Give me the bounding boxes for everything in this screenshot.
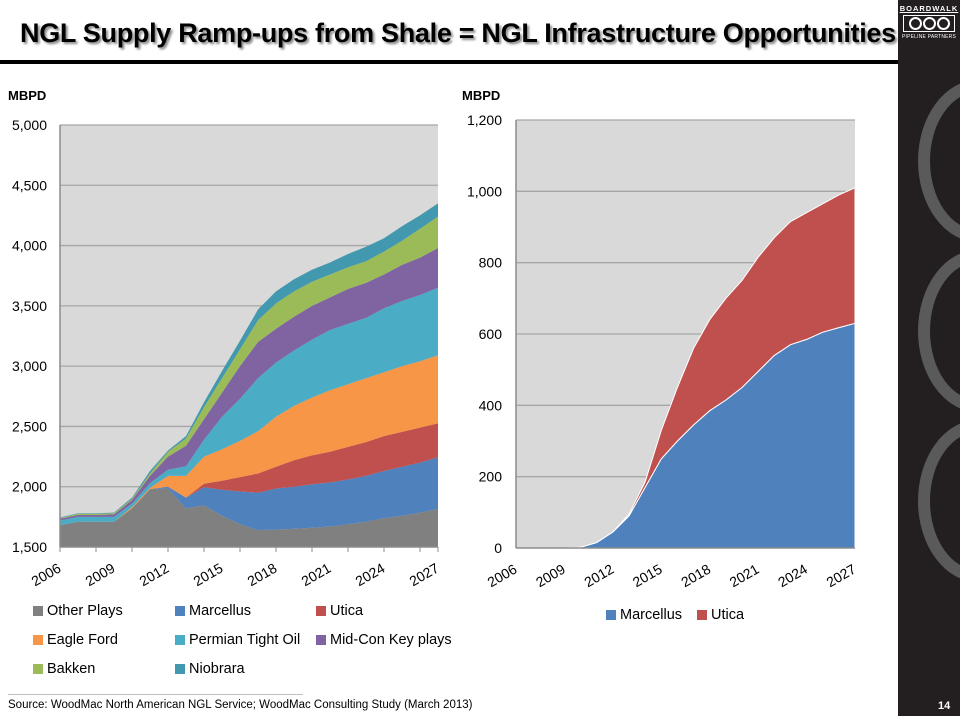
y-tick-label: 1,000 (467, 183, 502, 199)
y-tick-label: 800 (479, 255, 503, 271)
y-axis-unit-label: MBPD (462, 88, 500, 103)
legend-item-other-plays: Other Plays (33, 603, 123, 619)
area-eagle-ford (60, 355, 438, 526)
legend-label: Utica (711, 607, 745, 623)
legend-swatch (316, 635, 326, 645)
legend-label: Other Plays (47, 603, 123, 619)
x-tick-label: 2006 (485, 561, 520, 591)
legend-item-utica: Utica (697, 607, 744, 623)
legend-swatch (175, 664, 185, 674)
y-tick-label: 3,500 (12, 298, 47, 314)
legend-swatch (33, 606, 43, 616)
x-tick-label: 2027 (407, 560, 442, 590)
legend-label: Marcellus (620, 607, 683, 623)
x-tick-label: 2024 (353, 560, 388, 590)
x-tick-label: 2021 (727, 561, 762, 591)
legend-swatch (175, 606, 185, 616)
x-tick-label: 2006 (29, 560, 64, 590)
legend-swatch (33, 664, 43, 674)
legend-label: Mid-Con Key plays (330, 632, 452, 648)
legend-label: Bakken (47, 661, 96, 677)
y-tick-label: 1,500 (12, 539, 47, 555)
legend-label: Eagle Ford (47, 632, 118, 648)
x-tick-label: 2009 (83, 560, 118, 590)
slide-title: NGL Supply Ramp-ups from Shale = NGL Inf… (20, 18, 896, 48)
legend-label: Niobrara (189, 661, 245, 677)
legend-item-marcellus: Marcellus (606, 607, 682, 623)
legend-item-eagle-ford: Eagle Ford (33, 632, 118, 648)
x-tick-label: 2012 (581, 561, 616, 591)
legend-swatch (175, 635, 185, 645)
x-tick-label: 2021 (299, 560, 334, 590)
y-tick-label: 2,500 (12, 418, 47, 434)
page-number: 14 (938, 700, 951, 712)
x-tick-label: 2015 (630, 561, 665, 591)
x-tick-label: 2024 (775, 561, 810, 591)
legend-item-marcellus: Marcellus (175, 603, 251, 619)
legend-swatch (697, 610, 707, 620)
legend-item-mid-con-key-plays: Mid-Con Key plays (316, 632, 452, 648)
legend-label: Marcellus (189, 603, 252, 619)
decorative-ring (918, 250, 960, 412)
logo-tagline: PIPELINE PARTNERS (901, 34, 957, 40)
x-tick-label: 2018 (678, 561, 713, 591)
y-tick-label: 2,000 (12, 479, 47, 495)
legend-item-bakken: Bakken (33, 661, 95, 677)
area-permian-tight-oil (60, 287, 438, 526)
area-utica (60, 423, 438, 526)
y-tick-label: 4,000 (12, 238, 47, 254)
legend-swatch (316, 606, 326, 616)
area-utica (516, 187, 856, 549)
area-niobrara (60, 203, 438, 519)
x-tick-label: 2015 (191, 560, 226, 590)
legend-swatch (33, 635, 43, 645)
charts-canvas: 1,500 2,000 2,500 3,000 3,500 4,000 4,500 5,000… (8, 88, 859, 590)
y-axis-unit-label: MBPD (8, 88, 46, 103)
area-bakken (60, 216, 438, 519)
chart-left: 1,500 2,000 2,500 3,000 3,500 4,000 4,500 5,000… (8, 88, 442, 589)
logo-circles-icon (903, 15, 955, 32)
logo-brand: BOARDWALK (899, 4, 959, 13)
area-mid-con-key-plays (60, 248, 438, 521)
decorative-sidebar (898, 0, 960, 716)
x-tick-label: 2012 (137, 560, 172, 590)
decorative-ring (918, 80, 960, 242)
area-marcellus (60, 457, 438, 531)
chart-right: 0 200 400 600 800 1,000 1,200 MBPD 2006 2009 2012 2… (462, 88, 859, 590)
x-tick-label: 2027 (824, 561, 859, 591)
source-note: Source: WoodMac North American NGL Servi… (8, 699, 473, 711)
area-other-plays (60, 488, 438, 547)
y-tick-label: 4,500 (12, 177, 47, 193)
legend-swatch (606, 610, 616, 620)
legend-label: Permian Tight Oil (189, 632, 301, 648)
y-tick-label: 1,200 (467, 112, 502, 128)
legend-item-utica: Utica (316, 603, 363, 619)
y-tick-label: 200 (479, 469, 503, 485)
legend-item-niobrara: Niobrara (175, 661, 245, 677)
y-tick-label: 600 (479, 326, 503, 342)
y-tick-label: 0 (494, 540, 502, 556)
x-tick-label: 2009 (533, 561, 568, 591)
y-tick-label: 400 (479, 397, 503, 413)
source-divider (8, 694, 303, 695)
decorative-ring (918, 420, 960, 582)
y-tick-label: 5,000 (12, 117, 47, 133)
x-tick-label: 2018 (245, 560, 280, 590)
legend-item-permian-tight-oil: Permian Tight Oil (175, 632, 300, 648)
legend-label: Utica (330, 603, 364, 619)
title-divider (0, 60, 900, 64)
y-tick-label: 3,000 (12, 358, 47, 374)
company-logo: BOARDWALK PIPELINE PARTNERS (898, 0, 960, 60)
